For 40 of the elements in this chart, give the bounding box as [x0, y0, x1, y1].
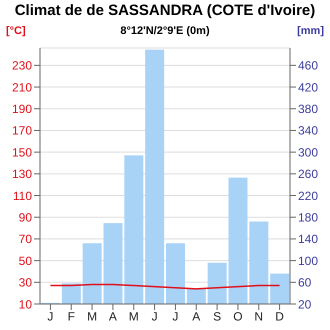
y2-tick-label: 140 — [298, 232, 318, 246]
x-tick-label: A — [192, 310, 200, 324]
x-tick-label: A — [108, 310, 117, 324]
x-tick-label: J — [172, 310, 178, 324]
y2-tick-label: 460 — [298, 58, 318, 73]
y2-tick-label: 180 — [298, 210, 318, 224]
y-tick-label: 170 — [12, 124, 32, 138]
y-tick-label: 150 — [12, 145, 32, 160]
x-tick-label: M — [128, 310, 139, 324]
x-tick-label: M — [87, 310, 98, 324]
y-tick-label: 110 — [12, 188, 32, 203]
y2-tick-label: 60 — [298, 276, 312, 290]
x-tick-label: J — [152, 310, 158, 324]
y2-tick-label: 100 — [298, 254, 318, 268]
y-tick-label: 10 — [18, 297, 32, 312]
y2-tick-label: 300 — [298, 145, 318, 160]
chart-title: Climat de de SASSANDRA (COTE d'Ivoire) — [14, 2, 316, 19]
y2-axis-title: [mm] — [297, 25, 324, 37]
y2-tick-label: 420 — [298, 80, 318, 94]
y2-tick-label: 220 — [298, 188, 318, 203]
y-tick-label: 210 — [12, 80, 32, 94]
y-tick-label: 30 — [18, 276, 32, 290]
x-tick-label: N — [254, 310, 264, 324]
y-tick-label: 90 — [18, 210, 32, 224]
y-tick-label: 130 — [12, 167, 32, 182]
x-tick-label: O — [233, 310, 243, 324]
y-axis-title: [°C] — [6, 25, 26, 37]
y2-tick-label: 380 — [298, 102, 318, 116]
chart-subtitle: 8°12'N/2°9'E (0m) — [120, 25, 210, 37]
x-tick-label: D — [275, 310, 284, 324]
y-tick-label: 70 — [18, 232, 32, 246]
y-tick-label: 230 — [12, 58, 32, 73]
x-tick-label: F — [68, 310, 75, 324]
y-tick-label: 50 — [18, 254, 32, 268]
y2-tick-label: 260 — [298, 167, 318, 182]
x-tick-label: S — [213, 310, 222, 324]
x-tick-label: J — [47, 310, 54, 324]
y2-tick-label: 20 — [298, 297, 312, 312]
y2-tick-label: 340 — [298, 124, 318, 138]
y-tick-label: 190 — [12, 102, 32, 116]
